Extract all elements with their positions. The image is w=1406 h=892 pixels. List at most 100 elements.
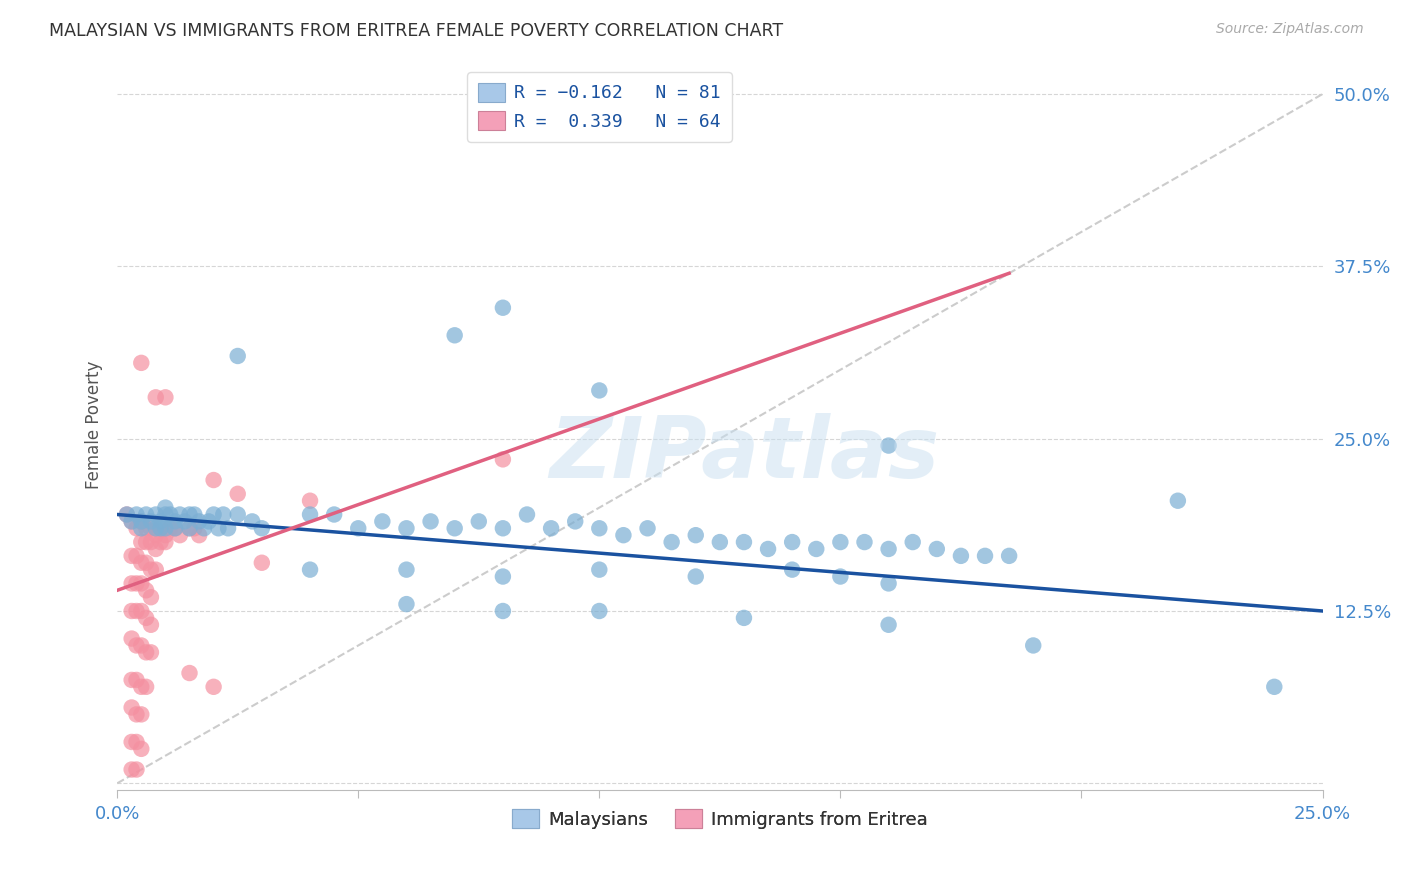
Point bbox=[129, 556, 152, 570]
Point bbox=[877, 617, 900, 632]
Point bbox=[492, 452, 515, 467]
Point bbox=[125, 707, 148, 722]
Point bbox=[169, 528, 191, 542]
Point bbox=[155, 508, 177, 522]
Point bbox=[901, 535, 924, 549]
Point bbox=[159, 508, 181, 522]
Point bbox=[135, 680, 157, 694]
Point bbox=[347, 521, 370, 535]
Point bbox=[121, 549, 143, 563]
Point bbox=[121, 576, 143, 591]
Point bbox=[780, 535, 803, 549]
Point bbox=[139, 521, 162, 535]
Point bbox=[709, 535, 731, 549]
Point bbox=[145, 541, 167, 556]
Point bbox=[588, 604, 610, 618]
Point bbox=[974, 549, 997, 563]
Point bbox=[145, 390, 167, 404]
Point bbox=[806, 541, 828, 556]
Point bbox=[155, 528, 177, 542]
Point bbox=[830, 535, 852, 549]
Point bbox=[188, 528, 211, 542]
Point bbox=[139, 617, 162, 632]
Point bbox=[299, 493, 322, 508]
Point bbox=[853, 535, 876, 549]
Point bbox=[202, 508, 225, 522]
Point bbox=[637, 521, 659, 535]
Point bbox=[145, 528, 167, 542]
Point bbox=[125, 604, 148, 618]
Point bbox=[226, 508, 249, 522]
Point bbox=[135, 508, 157, 522]
Point bbox=[877, 439, 900, 453]
Point bbox=[492, 521, 515, 535]
Point bbox=[1022, 639, 1045, 653]
Point bbox=[155, 390, 177, 404]
Point bbox=[173, 515, 195, 529]
Point bbox=[163, 515, 186, 529]
Point bbox=[179, 666, 201, 681]
Point bbox=[685, 528, 707, 542]
Point bbox=[145, 521, 167, 535]
Point bbox=[468, 515, 491, 529]
Point bbox=[925, 541, 948, 556]
Point bbox=[139, 645, 162, 659]
Point bbox=[217, 521, 239, 535]
Point bbox=[756, 541, 779, 556]
Point bbox=[183, 508, 205, 522]
Point bbox=[163, 521, 186, 535]
Point bbox=[250, 521, 273, 535]
Point bbox=[155, 521, 177, 535]
Point bbox=[129, 576, 152, 591]
Point bbox=[830, 569, 852, 583]
Point bbox=[129, 604, 152, 618]
Point bbox=[395, 521, 418, 535]
Point bbox=[139, 515, 162, 529]
Point bbox=[155, 535, 177, 549]
Point bbox=[240, 515, 263, 529]
Point bbox=[125, 576, 148, 591]
Point bbox=[129, 535, 152, 549]
Point bbox=[121, 515, 143, 529]
Point bbox=[135, 611, 157, 625]
Point bbox=[443, 521, 465, 535]
Point bbox=[135, 556, 157, 570]
Point bbox=[121, 632, 143, 646]
Text: ZIPatlas: ZIPatlas bbox=[548, 413, 939, 496]
Point bbox=[492, 604, 515, 618]
Point bbox=[149, 535, 172, 549]
Point bbox=[139, 591, 162, 605]
Point bbox=[129, 742, 152, 756]
Point bbox=[612, 528, 634, 542]
Point bbox=[115, 508, 138, 522]
Point bbox=[125, 673, 148, 687]
Point bbox=[125, 763, 148, 777]
Point bbox=[733, 611, 755, 625]
Point bbox=[169, 508, 191, 522]
Point bbox=[129, 356, 152, 370]
Point bbox=[395, 563, 418, 577]
Legend: Malaysians, Immigrants from Eritrea: Malaysians, Immigrants from Eritrea bbox=[505, 802, 935, 836]
Point bbox=[125, 508, 148, 522]
Point bbox=[207, 521, 229, 535]
Point bbox=[121, 604, 143, 618]
Point bbox=[135, 583, 157, 598]
Point bbox=[588, 384, 610, 398]
Point bbox=[129, 515, 152, 529]
Point bbox=[588, 521, 610, 535]
Point bbox=[139, 563, 162, 577]
Point bbox=[193, 521, 215, 535]
Point bbox=[250, 556, 273, 570]
Point bbox=[121, 700, 143, 714]
Point bbox=[998, 549, 1021, 563]
Point bbox=[780, 563, 803, 577]
Point bbox=[443, 328, 465, 343]
Point bbox=[516, 508, 538, 522]
Point bbox=[877, 576, 900, 591]
Point bbox=[540, 521, 562, 535]
Point bbox=[299, 508, 322, 522]
Point bbox=[121, 673, 143, 687]
Point bbox=[419, 515, 441, 529]
Point bbox=[115, 508, 138, 522]
Text: Source: ZipAtlas.com: Source: ZipAtlas.com bbox=[1216, 22, 1364, 37]
